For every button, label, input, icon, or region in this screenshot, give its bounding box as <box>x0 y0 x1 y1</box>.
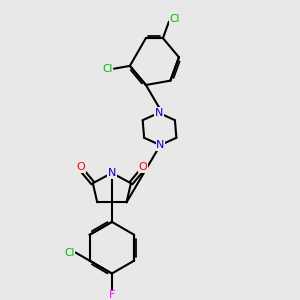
Text: N: N <box>108 168 116 178</box>
Text: N: N <box>154 108 163 118</box>
Text: Cl: Cl <box>64 248 74 258</box>
Text: N: N <box>156 140 164 150</box>
Text: Cl: Cl <box>102 64 113 74</box>
Text: Cl: Cl <box>169 14 180 24</box>
Text: O: O <box>138 162 147 172</box>
Text: O: O <box>76 162 85 172</box>
Text: F: F <box>109 290 115 300</box>
